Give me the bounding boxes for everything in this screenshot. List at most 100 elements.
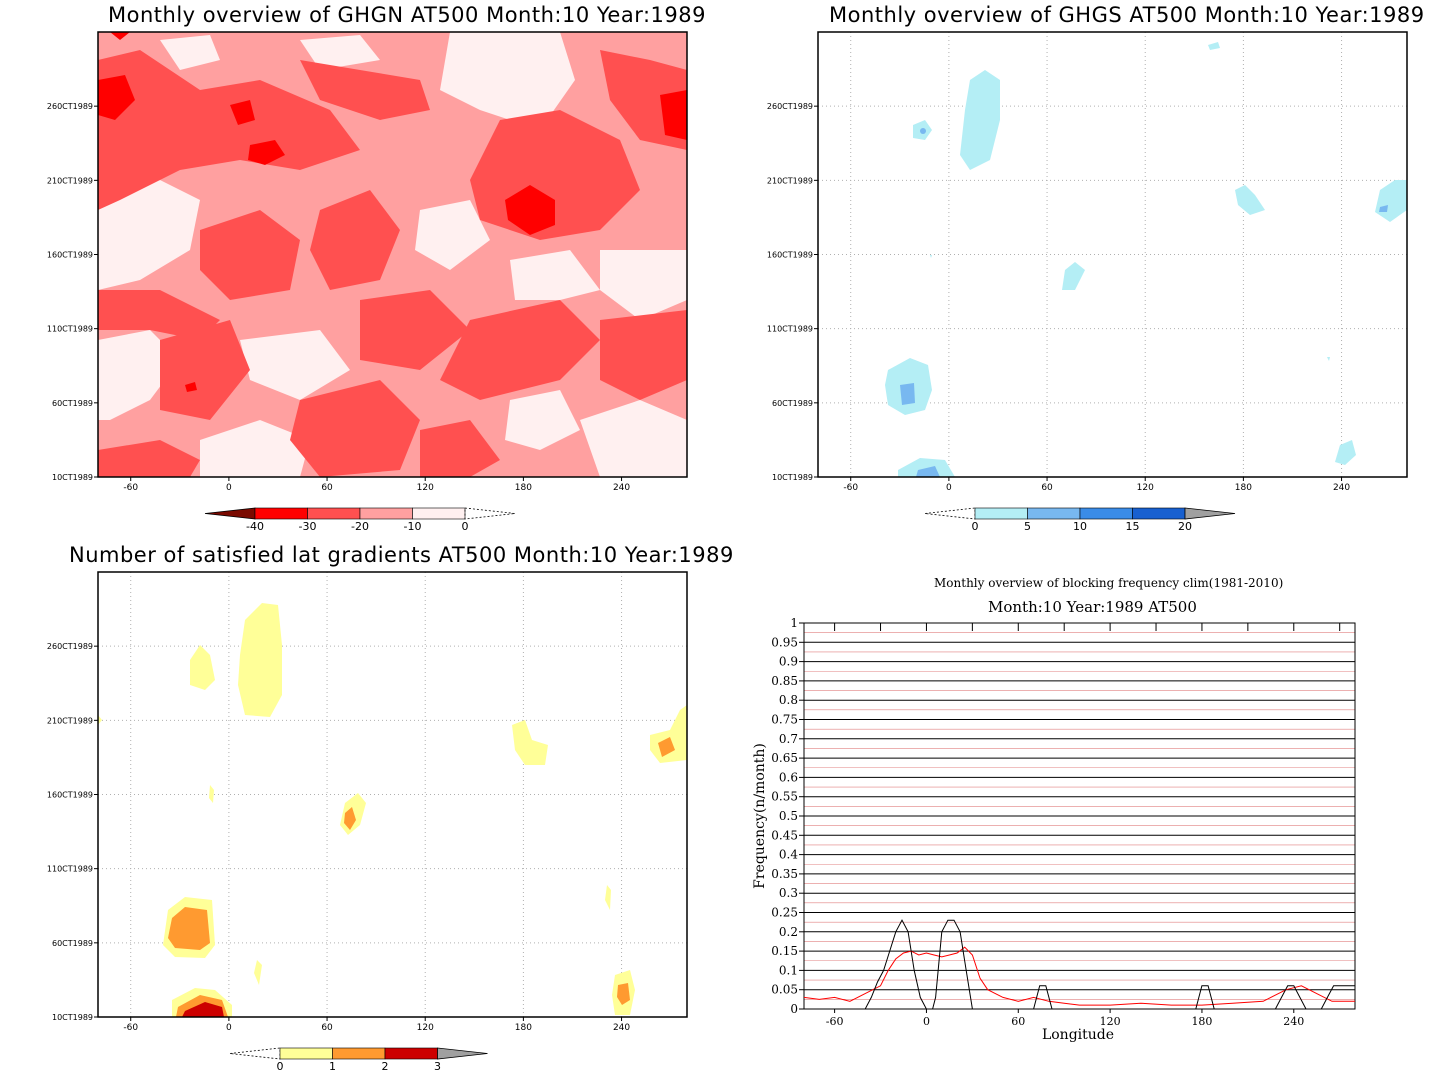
x-tick-label: 180 bbox=[1191, 1015, 1212, 1028]
y-tick-label: 0.75 bbox=[771, 713, 798, 727]
y-tick-label: 110CT1989 bbox=[47, 325, 93, 334]
x-tick-label: 0 bbox=[923, 1015, 930, 1028]
colorbar-segment bbox=[254, 507, 308, 520]
y-tick-label: 0.95 bbox=[771, 635, 798, 649]
y-tick-label: 60CT1989 bbox=[772, 399, 813, 408]
colorbar-right-arrow bbox=[464, 507, 516, 520]
observed-line bbox=[804, 919, 1355, 1010]
colorbar-label: -30 bbox=[299, 520, 317, 533]
colorbar-segment bbox=[279, 1047, 333, 1060]
colorbar-label: 1 bbox=[329, 1060, 336, 1073]
colorbar-label: 15 bbox=[1126, 520, 1140, 533]
colorbar-segment bbox=[1132, 507, 1186, 520]
y-tick-label: 0.85 bbox=[771, 674, 798, 688]
colorbar-left-arrow bbox=[924, 507, 976, 520]
blocking-frequency-chart: 0 0.05 0.1 0.15 0.2 0.25 0.3 0.35 0.4 0.45 0.5 0.55… bbox=[752, 616, 1356, 1043]
y-tick-label: 160CT1989 bbox=[767, 251, 813, 260]
colorbar-segment bbox=[384, 1047, 438, 1060]
ghgs-heatmap: -60 0 60 120 180 240 10CT1989 60CT1989 110CT1989… bbox=[767, 31, 1408, 533]
y-tick-label: 0.05 bbox=[771, 983, 798, 997]
x-tick-label: 0 bbox=[946, 483, 952, 493]
y-tick-label: 0 bbox=[790, 1002, 798, 1016]
y-tick-label: 0.55 bbox=[771, 790, 798, 804]
colorbar-label: 10 bbox=[1073, 520, 1087, 533]
y-tick-label: 0.1 bbox=[779, 963, 798, 977]
y-tick-label: 0.8 bbox=[779, 693, 798, 707]
y-tick-label: 0.45 bbox=[771, 828, 798, 842]
x-tick-label: 180 bbox=[515, 483, 532, 493]
colorbar-segment bbox=[1079, 507, 1133, 520]
x-tick-label: 180 bbox=[515, 1023, 532, 1033]
x-tick-label: 60 bbox=[321, 1023, 333, 1033]
colorbar-label: 0 bbox=[277, 1060, 284, 1073]
y-tick-label: 60CT1989 bbox=[52, 939, 93, 948]
colorbar-right-arrow bbox=[1184, 507, 1236, 520]
y-tick-label: 0.25 bbox=[771, 906, 798, 920]
x-tick-label: 60 bbox=[1041, 483, 1053, 493]
y-tick-label: 0.35 bbox=[771, 867, 798, 881]
x-tick-label: 120 bbox=[1100, 1015, 1121, 1028]
y-tick-label: 60CT1989 bbox=[52, 399, 93, 408]
climatology-line bbox=[803, 946, 1355, 1006]
y-tick-label: 0.6 bbox=[779, 770, 798, 784]
y-tick-label: 260CT1989 bbox=[47, 642, 93, 651]
y-tick-label: 0.5 bbox=[779, 809, 798, 823]
y-tick-label: 10CT1989 bbox=[52, 1013, 93, 1022]
x-tick-label: 120 bbox=[417, 1023, 434, 1033]
colorbar-label: -10 bbox=[404, 520, 422, 533]
y-tick-label: 160CT1989 bbox=[47, 791, 93, 800]
colorbar-label: 0 bbox=[972, 520, 979, 533]
y-tick-label: 10CT1989 bbox=[52, 473, 93, 482]
colorbar-right-arrow bbox=[437, 1047, 488, 1060]
y-tick-label: 0.2 bbox=[779, 925, 798, 939]
freq-ylabel: Frequency(n/month) bbox=[752, 743, 768, 889]
colorbar-segment bbox=[307, 507, 361, 520]
y-tick-label: 210CT1989 bbox=[767, 176, 813, 185]
colorbar-left-arrow bbox=[229, 1047, 281, 1060]
x-tick-label: 60 bbox=[1011, 1015, 1025, 1028]
colorbar-segment bbox=[359, 507, 413, 520]
x-tick-label: 240 bbox=[613, 483, 630, 493]
x-tick-label: -60 bbox=[826, 1015, 844, 1028]
lat-title: Number of satisfied lat gradients AT500 … bbox=[69, 543, 734, 567]
x-tick-label: -60 bbox=[123, 483, 138, 493]
y-tick-label: 0.3 bbox=[779, 886, 798, 900]
y-tick-label: 210CT1989 bbox=[47, 716, 93, 725]
colorbar-label: -40 bbox=[246, 520, 264, 533]
y-tick-label: 0.65 bbox=[771, 751, 798, 765]
colorbar-left-arrow bbox=[204, 507, 256, 520]
y-tick-label: 110CT1989 bbox=[767, 325, 813, 334]
x-tick-label: -60 bbox=[843, 483, 858, 493]
ghgn-title: Monthly overview of GHGN AT500 Month:10 … bbox=[108, 3, 706, 27]
colorbar-label: -20 bbox=[351, 520, 369, 533]
colorbar-label: 0 bbox=[462, 520, 469, 533]
x-tick-label: 120 bbox=[1137, 483, 1154, 493]
x-tick-label: 120 bbox=[417, 483, 434, 493]
y-tick-label: 210CT1989 bbox=[47, 176, 93, 185]
colorbar-label: 2 bbox=[382, 1060, 389, 1073]
y-tick-label: 0.9 bbox=[779, 655, 798, 669]
x-tick-label: 180 bbox=[1235, 483, 1252, 493]
y-tick-label: 1 bbox=[790, 616, 798, 630]
x-tick-label: 240 bbox=[613, 1023, 630, 1033]
y-tick-label: 0.4 bbox=[779, 848, 798, 862]
x-tick-label: 0 bbox=[226, 1023, 232, 1033]
colorbar-segment bbox=[1027, 507, 1081, 520]
y-tick-label: 260CT1989 bbox=[767, 102, 813, 111]
x-tick-label: -60 bbox=[123, 1023, 138, 1033]
y-tick-label: 110CT1989 bbox=[47, 865, 93, 874]
colorbar-label: 5 bbox=[1024, 520, 1031, 533]
y-tick-label: 260CT1989 bbox=[47, 102, 93, 111]
freq-xlabel: Longitude bbox=[1042, 1027, 1114, 1043]
freq-subtitle: Month:10 Year:1989 AT500 bbox=[988, 598, 1197, 616]
y-tick-label: 0.15 bbox=[771, 944, 798, 958]
x-tick-label: 0 bbox=[226, 483, 232, 493]
y-tick-label: 0.7 bbox=[779, 732, 798, 746]
colorbar-label: 20 bbox=[1178, 520, 1192, 533]
ghgs-title: Monthly overview of GHGS AT500 Month:10 … bbox=[829, 3, 1425, 27]
colorbar-segment bbox=[974, 507, 1028, 520]
y-tick-label: 160CT1989 bbox=[47, 251, 93, 260]
x-tick-label: 240 bbox=[1283, 1015, 1304, 1028]
colorbar-label: 3 bbox=[434, 1060, 441, 1073]
colorbar-segment bbox=[332, 1047, 386, 1060]
